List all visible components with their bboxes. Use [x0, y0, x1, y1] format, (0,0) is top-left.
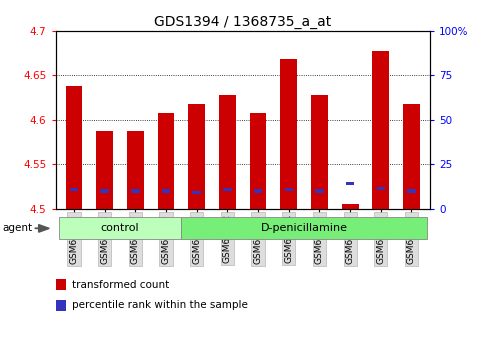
Text: control: control	[100, 223, 139, 233]
Bar	[254, 189, 262, 193]
Bar	[66, 86, 83, 209]
Bar	[100, 189, 109, 193]
Bar	[96, 130, 113, 209]
Bar	[280, 59, 297, 209]
Text: percentile rank within the sample: percentile rank within the sample	[72, 300, 248, 310]
Bar	[403, 104, 420, 209]
Bar	[407, 189, 416, 193]
Bar	[250, 113, 267, 209]
Bar	[315, 189, 324, 193]
Bar	[188, 104, 205, 209]
Bar	[162, 189, 170, 193]
Bar	[131, 189, 140, 193]
Bar	[377, 187, 385, 190]
Bar	[219, 95, 236, 209]
Bar	[181, 217, 427, 239]
Bar	[192, 191, 201, 194]
Bar	[58, 217, 181, 239]
Bar	[346, 182, 355, 186]
Bar	[372, 51, 389, 209]
Bar	[341, 204, 358, 209]
Bar	[127, 130, 144, 209]
Title: GDS1394 / 1368735_a_at: GDS1394 / 1368735_a_at	[154, 14, 331, 29]
Bar	[70, 188, 78, 191]
Bar	[284, 188, 293, 191]
Bar	[311, 95, 328, 209]
Bar	[157, 113, 174, 209]
Text: transformed count: transformed count	[72, 280, 169, 289]
Text: agent: agent	[2, 224, 32, 233]
Bar	[223, 188, 231, 191]
Text: D-penicillamine: D-penicillamine	[260, 223, 348, 233]
